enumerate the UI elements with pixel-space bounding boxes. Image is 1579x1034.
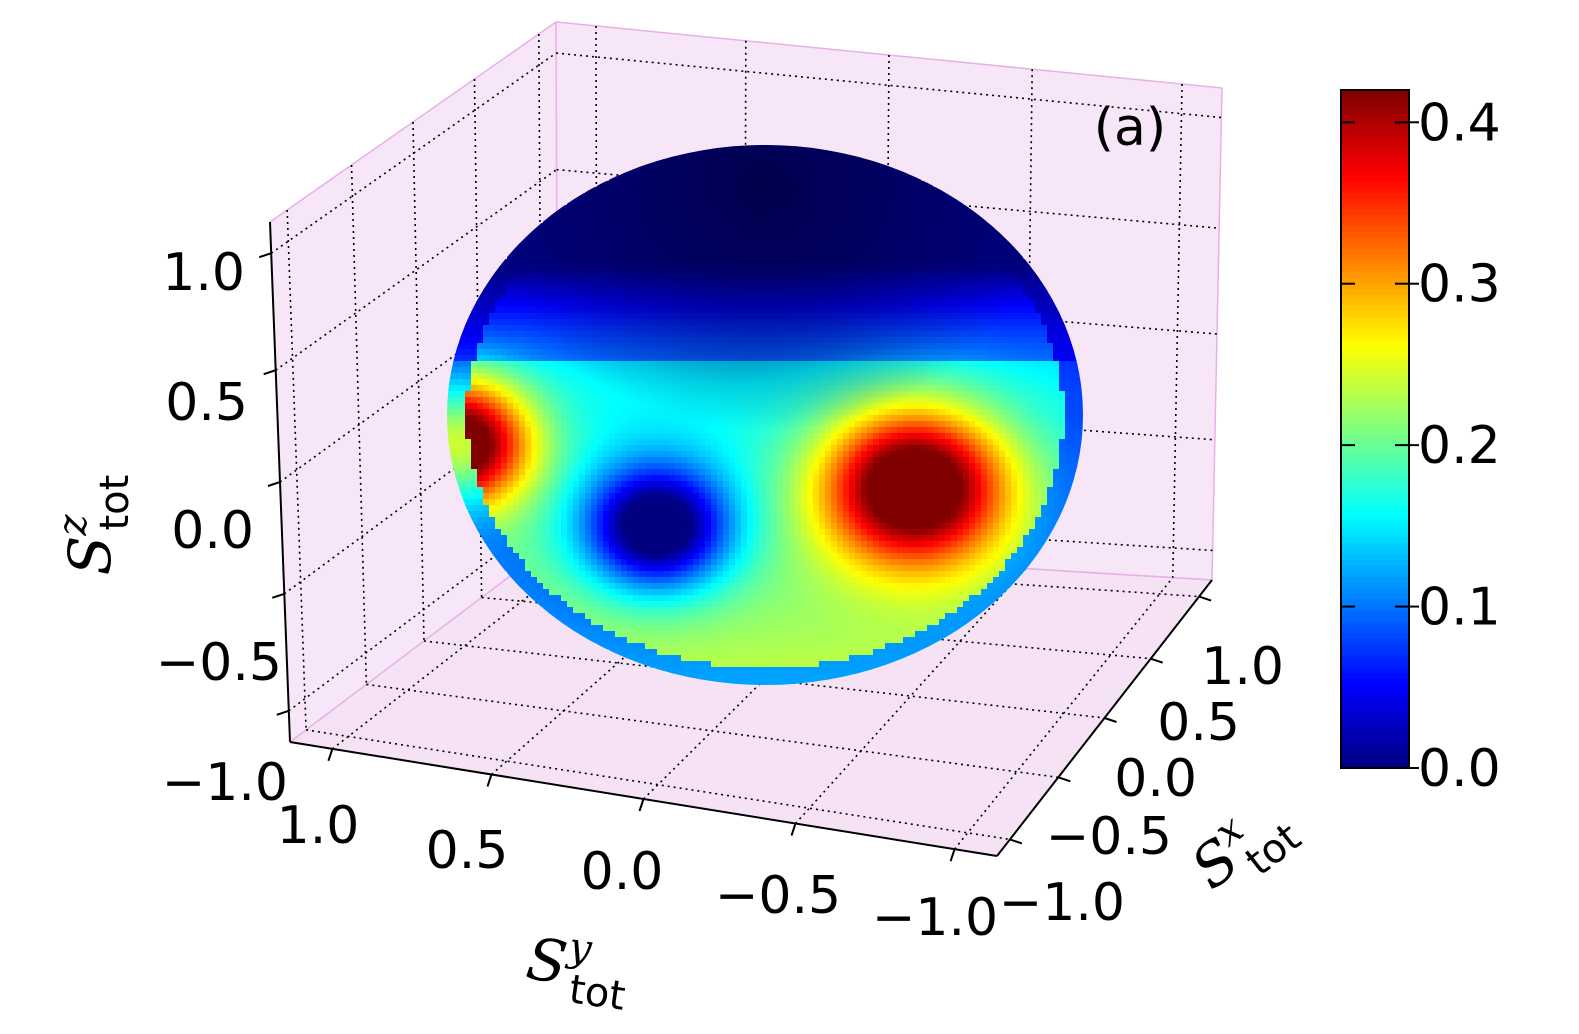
grid-line	[490, 550, 745, 776]
grid-line	[288, 508, 559, 712]
sphere-surface	[447, 145, 1083, 685]
grid-line	[743, 40, 747, 552]
grid-line	[412, 121, 425, 642]
grid-line	[331, 541, 598, 750]
grid-line	[286, 209, 307, 730]
grid-line	[1171, 84, 1183, 578]
floor-pane	[290, 540, 1212, 856]
grid-line	[481, 596, 1151, 660]
grid-line	[953, 577, 1174, 850]
